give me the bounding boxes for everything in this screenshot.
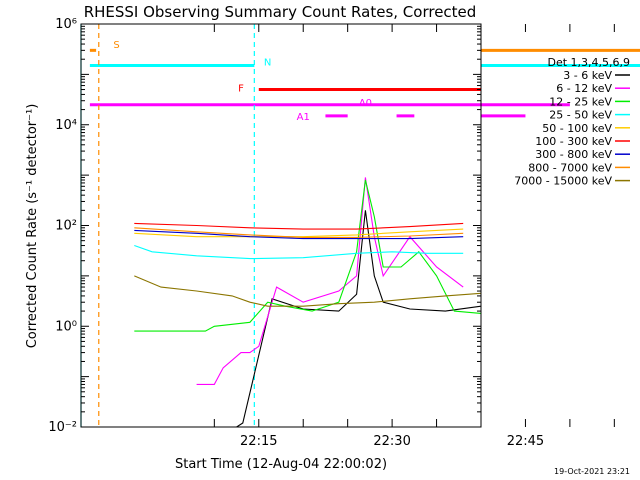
annotation-a1: A1 xyxy=(297,112,310,123)
series-line-3 xyxy=(134,244,464,260)
y-tick-label-3: 10⁴ xyxy=(55,118,77,133)
y-tick-label-2: 10² xyxy=(55,219,77,234)
annotation-f: F xyxy=(238,83,244,94)
series-line-8 xyxy=(134,275,482,307)
series-line-5 xyxy=(134,222,464,230)
legend-label-1: 6 - 12 keV xyxy=(556,82,612,95)
chart-title: RHESSI Observing Summary Count Rates, Co… xyxy=(84,3,477,21)
footer-timestamp: 19-Oct-2021 23:21 xyxy=(554,467,630,476)
legend-label-2: 12 - 25 keV xyxy=(549,95,612,108)
y-tick-label-0: 10⁻² xyxy=(48,420,77,435)
x-tick-label-1: 22:15 xyxy=(240,434,277,449)
y-tick-label-1: 10⁰ xyxy=(55,319,77,334)
x-tick-label-4: 22:30 xyxy=(373,434,410,449)
legend-label-0: 3 - 6 keV xyxy=(563,69,612,82)
legend-label-6: 300 - 800 keV xyxy=(535,148,612,161)
y-axis-label: Corrected Count Rate (s⁻¹ detector⁻¹) xyxy=(25,104,40,349)
legend-label-5: 100 - 300 keV xyxy=(535,135,612,148)
series-line-6 xyxy=(134,229,464,240)
legend-label-3: 25 - 50 keV xyxy=(549,109,612,122)
legend-label-4: 50 - 100 keV xyxy=(542,122,612,135)
legend-label-8: 7000 - 15000 keV xyxy=(514,175,612,188)
axis-ticks xyxy=(81,24,615,428)
legend-label-7: 800 - 7000 keV xyxy=(528,161,612,174)
annotation-n: N xyxy=(264,58,271,69)
series-line-0 xyxy=(223,210,482,428)
series-line-2 xyxy=(134,179,482,332)
y-tick-label-4: 10⁶ xyxy=(55,17,77,32)
y-tick-labels: 10⁻² 10⁰ 10² 10⁴ 10⁶ xyxy=(48,17,77,435)
x-tick-label-7: 22:45 xyxy=(507,434,544,449)
annotation-a0: A0 xyxy=(359,98,372,109)
series-line-1 xyxy=(196,177,464,385)
series-line-7 xyxy=(134,227,464,238)
flag-annotations: S N F A0 A1 xyxy=(113,40,372,123)
x-axis-label: Start Time (12-Aug-04 22:00:02) xyxy=(175,457,387,472)
series-line-4 xyxy=(134,228,464,238)
legend-title: Det 1,3,4,5,6,9 xyxy=(547,56,630,69)
annotation-s: S xyxy=(113,40,119,51)
series-lines xyxy=(134,177,482,428)
flag-bars xyxy=(89,48,640,118)
